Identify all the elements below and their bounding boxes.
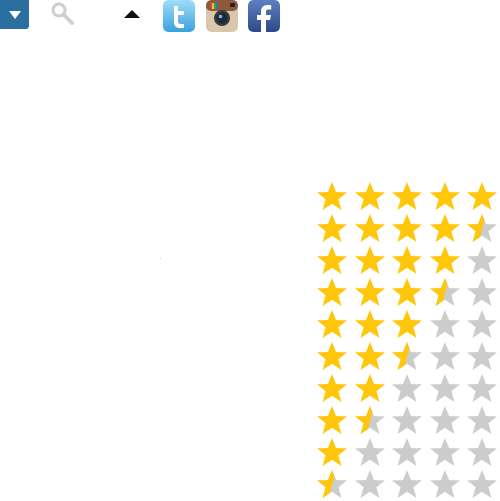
star-empty-icon xyxy=(391,405,423,437)
star-full-icon xyxy=(316,437,348,469)
facebook-icon[interactable] xyxy=(248,0,280,32)
star-half-icon xyxy=(354,405,386,437)
twitter-icon[interactable] xyxy=(163,0,195,32)
star-rating-row xyxy=(316,373,500,405)
star-full-icon xyxy=(316,213,348,245)
star-full-icon xyxy=(316,405,348,437)
star-empty-icon xyxy=(466,437,498,469)
star-full-icon xyxy=(391,213,423,245)
dropdown-toggle-button[interactable] xyxy=(0,0,29,29)
star-empty-icon xyxy=(466,469,498,501)
star-full-icon xyxy=(391,309,423,341)
star-empty-icon xyxy=(429,437,461,469)
star-full-icon xyxy=(429,213,461,245)
star-empty-icon xyxy=(429,309,461,341)
star-rating-row xyxy=(316,437,500,469)
star-full-icon xyxy=(391,277,423,309)
star-empty-icon xyxy=(466,373,498,405)
star-rating-row xyxy=(316,405,500,437)
star-half-icon xyxy=(391,341,423,373)
star-full-icon xyxy=(316,341,348,373)
star-rating-row xyxy=(316,245,500,277)
star-half-icon xyxy=(316,469,348,501)
caret-up-icon[interactable] xyxy=(124,10,140,18)
star-full-icon xyxy=(354,277,386,309)
star-empty-icon xyxy=(391,373,423,405)
star-full-icon xyxy=(354,309,386,341)
star-full-icon xyxy=(429,181,461,213)
star-empty-icon xyxy=(354,469,386,501)
star-full-icon xyxy=(316,277,348,309)
star-rating-list xyxy=(316,181,500,500)
star-rating-row xyxy=(316,469,500,501)
star-empty-icon xyxy=(429,405,461,437)
star-full-icon xyxy=(316,181,348,213)
star-empty-icon xyxy=(466,245,498,277)
star-full-icon xyxy=(316,309,348,341)
star-full-icon xyxy=(316,245,348,277)
star-empty-icon xyxy=(466,405,498,437)
star-empty-icon xyxy=(429,469,461,501)
star-full-icon xyxy=(429,245,461,277)
star-full-icon xyxy=(354,341,386,373)
star-rating-row xyxy=(316,181,500,213)
star-empty-icon xyxy=(391,469,423,501)
search-icon[interactable] xyxy=(48,0,76,28)
star-full-icon xyxy=(354,181,386,213)
instagram-icon[interactable] xyxy=(206,0,238,32)
top-toolbar xyxy=(0,0,500,34)
star-rating-row xyxy=(316,309,500,341)
star-full-icon xyxy=(316,373,348,405)
star-empty-icon xyxy=(466,341,498,373)
star-empty-icon xyxy=(429,373,461,405)
star-half-icon xyxy=(429,277,461,309)
star-full-icon xyxy=(391,181,423,213)
star-rating-row xyxy=(316,341,500,373)
star-empty-icon xyxy=(429,341,461,373)
star-half-icon xyxy=(466,213,498,245)
dropdown-triangle-icon xyxy=(8,10,21,19)
star-empty-icon xyxy=(391,437,423,469)
star-full-icon xyxy=(354,373,386,405)
stray-dot xyxy=(160,258,161,259)
star-full-icon xyxy=(391,245,423,277)
star-empty-icon xyxy=(466,277,498,309)
star-empty-icon xyxy=(354,437,386,469)
star-full-icon xyxy=(354,245,386,277)
star-full-icon xyxy=(354,213,386,245)
star-rating-row xyxy=(316,213,500,245)
star-full-icon xyxy=(466,181,498,213)
star-rating-row xyxy=(316,277,500,309)
star-empty-icon xyxy=(466,309,498,341)
